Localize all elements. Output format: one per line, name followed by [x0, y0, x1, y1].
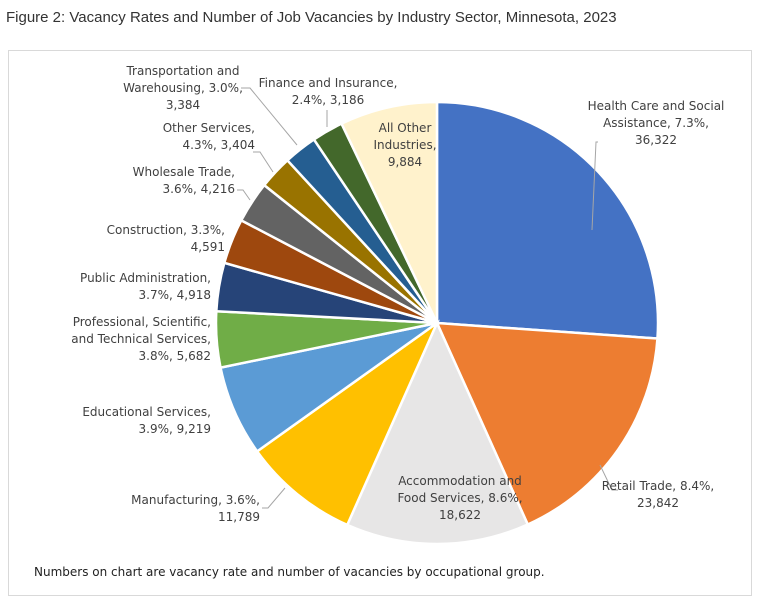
label-public-administration: Public Administration, 3.7%, 4,918 [80, 271, 211, 302]
pie-slice-health-care-and-social-assistance [435, 100, 660, 340]
label-educational: Educational Services, 3.9%, 9,219 [82, 405, 211, 436]
label-retail-trade: Retail Trade, 8.4%, 23,842 [601, 479, 715, 510]
label-manufacturing: Manufacturing, 3.6%, 11,789 [131, 493, 260, 524]
leader-line [253, 151, 274, 173]
pie-slice-accommodation-and-food-services [345, 319, 530, 546]
leader-line [262, 487, 286, 509]
label-finance: Finance and Insurance, 2.4%, 3,186 [258, 76, 398, 107]
label-health-care: Health Care and Social Assistance, 7.3%, 3… [587, 99, 725, 147]
chart-frame [8, 50, 752, 596]
leader-line [591, 141, 598, 231]
leader-line [599, 464, 618, 491]
leader-lines [237, 87, 618, 509]
label-wholesale: Wholesale Trade, 3.6%, 4,216 [132, 165, 235, 196]
leader-line [241, 87, 298, 146]
label-professional: Professional, Scientific, and Technical S… [71, 315, 211, 363]
leader-line [237, 189, 251, 201]
label-transportation: Transportation and Warehousing, 3.0%, 3,38… [123, 64, 243, 112]
label-accommodation: Accommodation and Food Services, 8.6%, 18,… [397, 474, 523, 522]
label-other-services: Other Services, 4.3%, 3,404 [162, 121, 255, 152]
chart-title: Figure 2: Vacancy Rates and Number of Jo… [6, 9, 617, 26]
label-all-other: All Other Industries, 9,884 [373, 121, 437, 169]
pie-slice-manufacturing [255, 319, 441, 527]
pie-slice-all-other-industries [339, 100, 439, 324]
pie-slice-retail-trade [435, 321, 659, 527]
label-construction: Construction, 3.3%, 4,591 [106, 223, 225, 254]
chart-note: Numbers on chart are vacancy rate and nu… [34, 565, 545, 579]
